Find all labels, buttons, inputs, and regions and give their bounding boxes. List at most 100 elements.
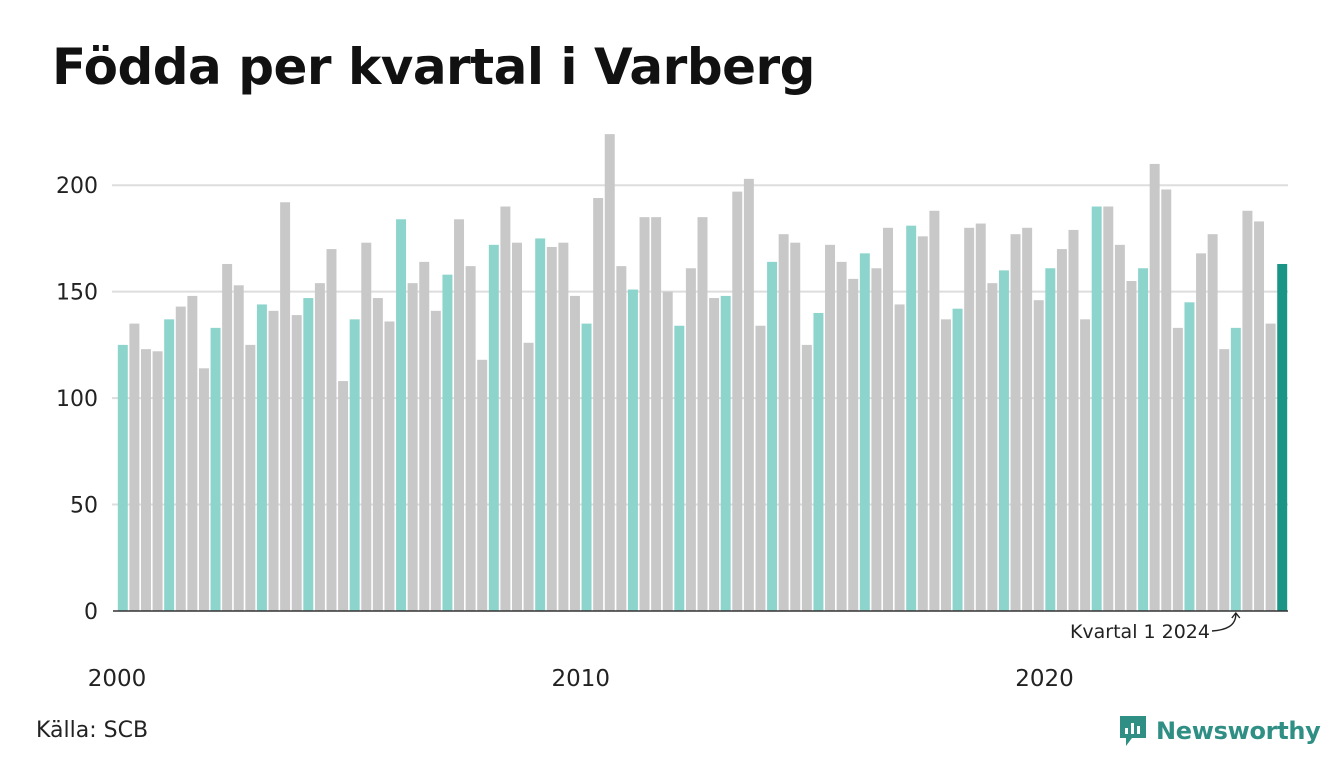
- bar: [593, 198, 604, 611]
- brand-logo: Newsworthy: [1118, 714, 1321, 748]
- bar: [349, 319, 360, 611]
- x-tick-label: 2020: [1015, 666, 1074, 692]
- bar: [477, 359, 488, 611]
- y-tick-label: 50: [70, 494, 98, 519]
- bar: [396, 219, 407, 611]
- bar: [256, 304, 267, 611]
- bar: [720, 295, 731, 611]
- bar: [906, 225, 917, 612]
- bar: [326, 249, 337, 611]
- bar: [697, 217, 708, 611]
- bar: [129, 323, 140, 611]
- bar: [767, 261, 778, 611]
- bar: [1230, 327, 1241, 611]
- bar: [569, 295, 580, 611]
- bar: [732, 191, 743, 612]
- bar: [627, 289, 638, 611]
- bar: [117, 344, 128, 611]
- bar: [291, 315, 302, 611]
- bar: [384, 321, 395, 611]
- bar: [430, 310, 441, 611]
- bars: [117, 134, 1288, 612]
- bar: [1265, 323, 1276, 611]
- bar: [952, 308, 963, 611]
- bar: [407, 283, 418, 611]
- y-axis: 0 50 100 150 200: [56, 174, 98, 625]
- bar: [303, 298, 314, 611]
- bar: [836, 261, 847, 611]
- annotation: Kvartal 1 2024: [1070, 611, 1241, 643]
- bar: [454, 219, 465, 611]
- x-tick-label: 2010: [551, 666, 610, 692]
- bar: [998, 270, 1009, 611]
- bar: [883, 227, 893, 612]
- y-tick-label: 0: [84, 600, 98, 625]
- bar: [917, 236, 928, 611]
- bar: [1056, 249, 1067, 611]
- bar: [233, 285, 244, 611]
- bar: [1138, 268, 1149, 611]
- bar: [500, 206, 511, 611]
- bar: [280, 202, 291, 611]
- bar: [558, 242, 569, 611]
- bar: [419, 261, 430, 611]
- bar: [198, 368, 209, 611]
- bar: [442, 274, 453, 611]
- annotation-arrow: [1211, 611, 1241, 632]
- bar: [778, 234, 789, 611]
- annotation-label: Kvartal 1 2024: [1070, 621, 1210, 643]
- bar: [245, 344, 256, 611]
- bar: [975, 223, 986, 612]
- bar: [1242, 210, 1253, 611]
- bar: [1254, 221, 1264, 611]
- bar: [825, 244, 836, 611]
- bar: [1219, 349, 1230, 611]
- y-tick-label: 200: [56, 174, 98, 199]
- newsworthy-logo-icon: [1120, 716, 1146, 746]
- bar: [152, 351, 163, 611]
- bar: [1114, 244, 1125, 611]
- bar: [859, 253, 870, 611]
- bar: [535, 238, 546, 611]
- y-tick-label: 100: [56, 387, 98, 412]
- bar: [1184, 302, 1195, 611]
- bar: [1207, 234, 1218, 611]
- bar: [1161, 189, 1172, 612]
- bar: [1103, 206, 1114, 611]
- bar: [662, 291, 673, 611]
- bar: [1277, 263, 1288, 611]
- chart-title: Födda per kvartal i Varberg: [52, 38, 815, 96]
- bar: [1172, 327, 1183, 611]
- bar: [141, 349, 151, 611]
- bar: [175, 306, 186, 611]
- bar: [639, 217, 650, 611]
- bar: [523, 342, 534, 611]
- bar: [1091, 206, 1102, 611]
- bar: [1126, 281, 1137, 611]
- bar: [813, 312, 824, 611]
- bar: [581, 323, 592, 611]
- bar: [546, 246, 557, 611]
- bar: [465, 266, 476, 611]
- bar: [685, 268, 696, 611]
- bar: [616, 266, 627, 611]
- bar: [1022, 227, 1033, 612]
- bar: [987, 283, 998, 611]
- bar: [361, 242, 372, 611]
- bar: [709, 298, 720, 611]
- bar: [512, 242, 522, 611]
- bar: [222, 263, 233, 611]
- x-tick-label: 2000: [88, 666, 147, 692]
- bar: [674, 325, 685, 611]
- bar: [1196, 253, 1207, 611]
- x-axis: 2000 2010 2020: [88, 666, 1074, 692]
- bar: [210, 327, 221, 611]
- bar: [268, 310, 279, 611]
- bar: [790, 242, 801, 611]
- bar: [848, 278, 859, 611]
- bar: [1045, 268, 1056, 611]
- bar: [1010, 234, 1021, 611]
- bar: [1068, 229, 1079, 611]
- bar: [488, 244, 499, 611]
